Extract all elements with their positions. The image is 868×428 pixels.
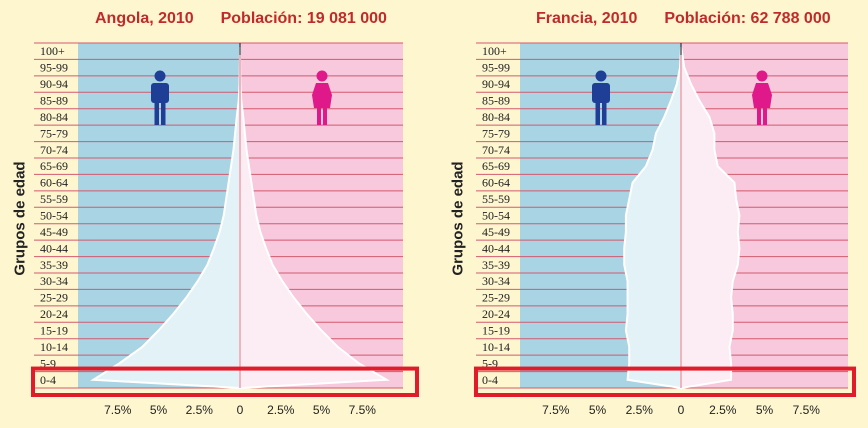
age-tick-label: 70-74 [482, 143, 510, 157]
age-tick-label: 75-79 [482, 126, 510, 140]
x-tick-label: 0 [678, 403, 685, 417]
age-tick-label: 90-94 [482, 77, 510, 91]
age-tick-labels: 0-45-910-1415-1920-2425-2930-3435-3940-4… [40, 44, 68, 387]
male-population-shape [623, 46, 682, 390]
age-tick-label: 55-59 [40, 192, 68, 206]
angola-population: Población: 19 081 000 [220, 10, 387, 27]
angola-pyramid-chart: 0-45-910-1415-1920-2425-2930-3435-3940-4… [31, 42, 419, 417]
female-population-shape [680, 46, 741, 390]
x-tick-label: 5% [589, 403, 607, 417]
age-tick-label: 15-19 [40, 324, 68, 338]
francia-pyramid-chart: 0-45-910-1415-1920-2425-2930-3435-3940-4… [474, 42, 856, 417]
age-tick-label: 65-69 [482, 159, 510, 173]
age-tick-label: 50-54 [482, 209, 510, 223]
age-tick-label: 80-84 [482, 110, 510, 124]
age-tick-labels: 0-45-910-1415-1920-2425-2930-3435-3940-4… [482, 44, 510, 387]
age-tick-label: 85-89 [482, 94, 510, 108]
age-tick-label: 65-69 [40, 159, 68, 173]
x-tick-label: 7.5% [349, 403, 377, 417]
age-tick-label: 60-64 [482, 176, 510, 190]
female-icon [312, 70, 332, 125]
age-tick-label: 20-24 [482, 307, 510, 321]
x-tick-label: 7.5% [793, 403, 821, 417]
x-tick-label: 7.5% [104, 403, 132, 417]
age-tick-label: 85-89 [40, 94, 68, 108]
x-tick-label: 7.5% [542, 403, 570, 417]
age-tick-label: 95-99 [482, 61, 510, 75]
x-tick-labels: 7.5% 5% 2.5% 0 2.5% 5% 7.5% [104, 403, 376, 417]
highlight-box-0-4 [474, 366, 856, 398]
angola-chart-title: Angola, 2010 Población: 19 081 000 [95, 10, 387, 28]
age-tick-label: 40-44 [40, 241, 68, 255]
francia-chart-title: Francia, 2010 Población: 62 788 000 [536, 10, 831, 28]
age-tick-label: 25-29 [482, 291, 510, 305]
highlight-box-0-4 [31, 366, 419, 398]
age-tick-label: 100+ [40, 44, 65, 58]
age-tick-label: 50-54 [40, 209, 68, 223]
age-tick-label: 35-39 [40, 258, 68, 272]
age-tick-label: 0-4 [482, 373, 498, 387]
francia-title: Francia, 2010 [536, 10, 638, 27]
angola-title: Angola, 2010 [95, 10, 194, 27]
female-icon [752, 70, 772, 125]
x-tick-label: 2.5% [267, 403, 295, 417]
x-tick-labels: 7.5% 5% 2.5% 0 2.5% 5% 7.5% [542, 403, 820, 417]
francia-population: Población: 62 788 000 [664, 10, 831, 27]
age-tick-label: 0-4 [40, 373, 56, 387]
x-tick-label: 5% [756, 403, 774, 417]
age-tick-label: 10-14 [40, 340, 68, 354]
x-tick-label: 2.5% [626, 403, 654, 417]
age-tick-label: 70-74 [40, 143, 68, 157]
age-tick-label: 45-49 [482, 225, 510, 239]
age-tick-label: 30-34 [482, 274, 510, 288]
x-tick-label: 5% [313, 403, 331, 417]
age-tick-label: 55-59 [482, 192, 510, 206]
age-tick-label: 10-14 [482, 340, 510, 354]
age-tick-label: 35-39 [482, 258, 510, 272]
age-tick-label: 15-19 [482, 324, 510, 338]
male-icon [151, 70, 169, 125]
angola-pyramid-panel: Angola, 2010 Población: 19 081 000 Grupo… [12, 10, 419, 417]
male-icon [592, 70, 610, 125]
age-tick-label: 75-79 [40, 126, 68, 140]
age-tick-label: 90-94 [40, 77, 68, 91]
age-tick-label: 95-99 [40, 61, 68, 75]
age-tick-label: 80-84 [40, 110, 68, 124]
x-tick-label: 0 [237, 403, 244, 417]
age-tick-label: 100+ [482, 44, 507, 58]
francia-pyramid-panel: Francia, 2010 Población: 62 788 000 Grup… [434, 0, 868, 428]
age-tick-label: 30-34 [40, 274, 68, 288]
x-tick-label: 5% [150, 403, 168, 417]
age-tick-label: 20-24 [40, 307, 68, 321]
x-tick-label: 2.5% [709, 403, 737, 417]
age-tick-label: 25-29 [40, 291, 68, 305]
x-tick-label: 2.5% [186, 403, 214, 417]
age-tick-label: 60-64 [40, 176, 68, 190]
age-tick-label: 40-44 [482, 241, 510, 255]
age-tick-label: 45-49 [40, 225, 68, 239]
